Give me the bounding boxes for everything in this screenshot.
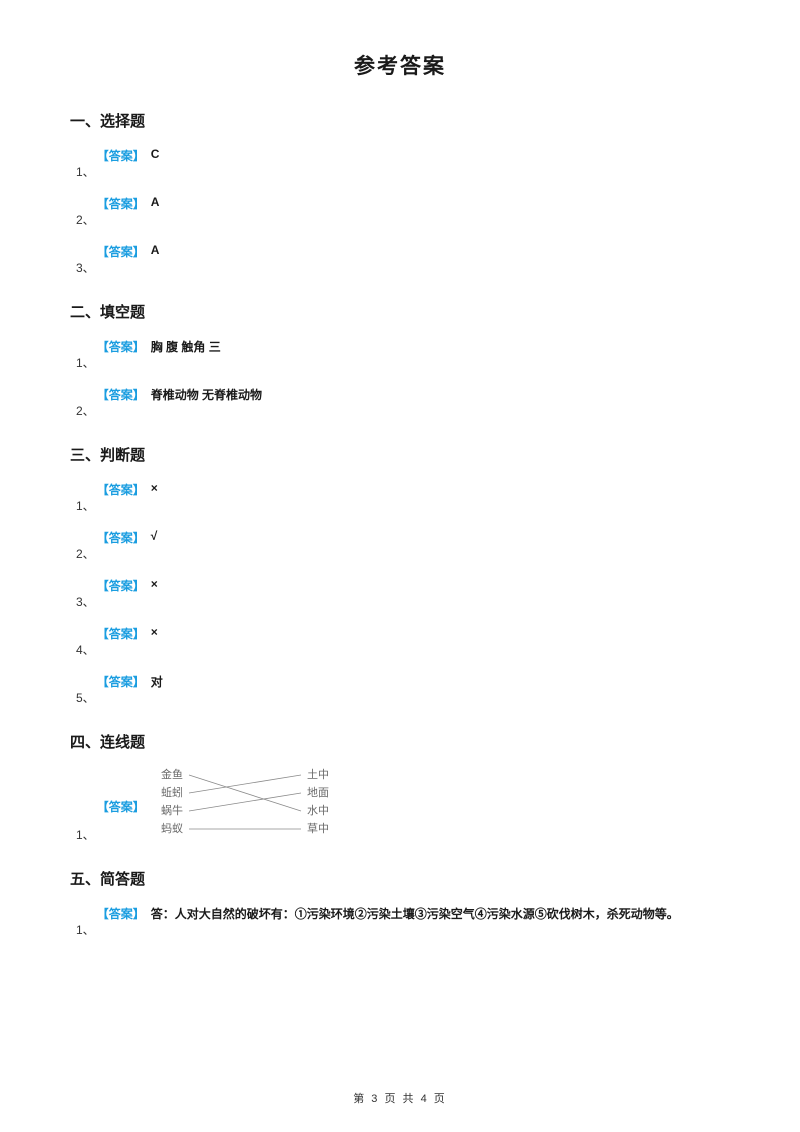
- answer-text: ×: [151, 575, 158, 591]
- row-number: 3、: [76, 259, 95, 277]
- choice-row-1: 1、 【答案】 C: [70, 145, 730, 181]
- answer-tag: 【答案】: [97, 336, 145, 355]
- row-number: 5、: [76, 689, 95, 707]
- answer-text: 胸 腹 触角 三: [151, 336, 221, 355]
- answer-tag: 【答案】: [97, 479, 145, 498]
- judge-row-3: 3、 【答案】 ×: [70, 575, 730, 611]
- match-right-1: 土中: [307, 768, 329, 781]
- section-judge-head: 三、判断题: [70, 444, 730, 465]
- match-right-4: 草中: [307, 822, 329, 835]
- match-left-3: 蜗牛: [161, 803, 183, 817]
- match-left-1: 金鱼: [161, 767, 183, 781]
- match-right-3: 水中: [307, 804, 329, 817]
- match-row-1: 1、 【答案】 金鱼 蚯蚓 蜗牛 蚂蚁 土中 地面 水中 草中: [70, 766, 730, 844]
- row-number: 2、: [76, 545, 95, 563]
- answer-tag: 【答案】: [97, 671, 145, 690]
- answer-text: A: [151, 241, 160, 257]
- answer-text: A: [151, 193, 160, 209]
- short-row-1: 1、 【答案】 答：人对大自然的破坏有：①污染环境②污染土壤③污染空气④污染水源…: [70, 903, 730, 939]
- section-fill-head: 二、填空题: [70, 301, 730, 322]
- match-line: [189, 793, 301, 811]
- row-number: 1、: [76, 354, 95, 372]
- fill-row-1: 1、 【答案】 胸 腹 触角 三: [70, 336, 730, 372]
- section-match-head: 四、连线题: [70, 731, 730, 752]
- answer-tag: 【答案】: [97, 241, 145, 260]
- match-line: [189, 775, 301, 793]
- choice-row-3: 3、 【答案】 A: [70, 241, 730, 277]
- match-right-2: 地面: [307, 786, 329, 799]
- answer-text: ×: [151, 623, 158, 639]
- answer-text: √: [151, 527, 158, 543]
- match-left-4: 蚂蚁: [161, 822, 183, 835]
- fill-row-2: 2、 【答案】 脊椎动物 无脊椎动物: [70, 384, 730, 420]
- answer-tag: 【答案】: [97, 193, 145, 212]
- section-choice-head: 一、选择题: [70, 110, 730, 131]
- row-number: 2、: [76, 402, 95, 420]
- page-title: 参考答案: [70, 50, 730, 80]
- answer-tag: 【答案】: [97, 903, 145, 922]
- answer-tag: 【答案】: [97, 384, 145, 403]
- answer-text: 对: [151, 671, 163, 690]
- row-number: 2、: [76, 211, 95, 229]
- match-line: [189, 775, 301, 811]
- match-left-2: 蚯蚓: [161, 785, 183, 799]
- answer-text: C: [151, 145, 160, 161]
- answer-text: 脊椎动物 无脊椎动物: [151, 384, 262, 403]
- answer-tag: 【答案】: [97, 623, 145, 642]
- row-number: 1、: [76, 163, 95, 181]
- row-number: 1、: [76, 921, 95, 939]
- row-number: 1、: [76, 826, 95, 844]
- section-short-head: 五、简答题: [70, 868, 730, 889]
- row-number: 4、: [76, 641, 95, 659]
- choice-row-2: 2、 【答案】 A: [70, 193, 730, 229]
- answer-tag: 【答案】: [97, 796, 145, 815]
- answer-tag: 【答案】: [97, 575, 145, 594]
- judge-row-2: 2、 【答案】 √: [70, 527, 730, 563]
- answer-tag: 【答案】: [97, 527, 145, 546]
- answer-text: 答：人对大自然的破坏有：①污染环境②污染土壤③污染空气④污染水源⑤砍伐树木，杀死…: [151, 903, 679, 922]
- judge-row-1: 1、 【答案】 ×: [70, 479, 730, 515]
- match-diagram: 金鱼 蚯蚓 蜗牛 蚂蚁 土中 地面 水中 草中: [155, 766, 345, 844]
- answer-text: ×: [151, 479, 158, 495]
- row-number: 3、: [76, 593, 95, 611]
- answer-tag: 【答案】: [97, 145, 145, 164]
- page-footer: 第 3 页 共 4 页: [0, 1090, 800, 1106]
- judge-row-4: 4、 【答案】 ×: [70, 623, 730, 659]
- judge-row-5: 5、 【答案】 对: [70, 671, 730, 707]
- row-number: 1、: [76, 497, 95, 515]
